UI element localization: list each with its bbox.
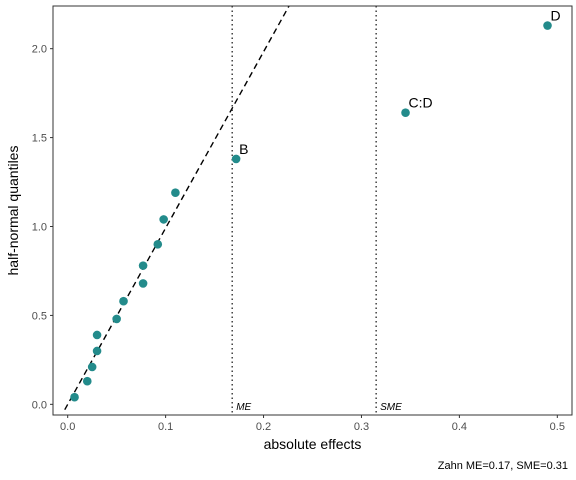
plot-area: ME SME B C:D D 0.0 0.1 0.2 0.3 0.4 0.5 0.0 0.5 1.0 1.5… xyxy=(32,5,573,433)
x-axis-title: absolute effects xyxy=(264,436,362,452)
data-point xyxy=(92,330,102,340)
vline-label-me: ME xyxy=(236,402,251,413)
y-tick-label: 2.0 xyxy=(32,44,47,56)
data-point xyxy=(171,188,180,198)
x-tick-label: 0.3 xyxy=(354,421,369,433)
data-point xyxy=(87,362,97,372)
point-label-b: B xyxy=(239,141,248,157)
y-tick-label: 1.0 xyxy=(32,222,47,234)
vline-label-sme: SME xyxy=(380,402,402,413)
point-label-d: D xyxy=(551,8,561,24)
data-point xyxy=(119,296,128,306)
x-tick-label: 0.0 xyxy=(60,421,75,433)
data-point xyxy=(231,154,241,164)
data-point xyxy=(82,376,92,386)
point-label-c-d: C:D xyxy=(409,95,433,111)
data-point xyxy=(159,215,168,224)
data-point xyxy=(153,239,163,249)
data-point xyxy=(401,108,410,117)
data-point xyxy=(92,346,102,356)
data-point xyxy=(138,279,148,288)
y-tick-label: 1.5 xyxy=(32,133,47,145)
data-point xyxy=(543,21,552,30)
y-tick-label: 0.5 xyxy=(32,310,47,322)
y-tick-label: 0.0 xyxy=(32,399,47,411)
y-axis-title: half-normal quantiles xyxy=(5,146,21,276)
x-tick-label: 0.5 xyxy=(550,421,565,433)
data-point xyxy=(112,314,121,324)
data-point xyxy=(138,261,148,270)
panel-border xyxy=(52,5,573,416)
reference-line xyxy=(64,6,290,411)
x-tick-label: 0.1 xyxy=(158,421,173,433)
x-tick-label: 0.2 xyxy=(256,421,271,433)
x-tick-label: 0.4 xyxy=(452,421,467,433)
chart-caption: Zahn ME=0.17, SME=0.31 xyxy=(438,460,568,472)
data-point xyxy=(70,392,79,402)
